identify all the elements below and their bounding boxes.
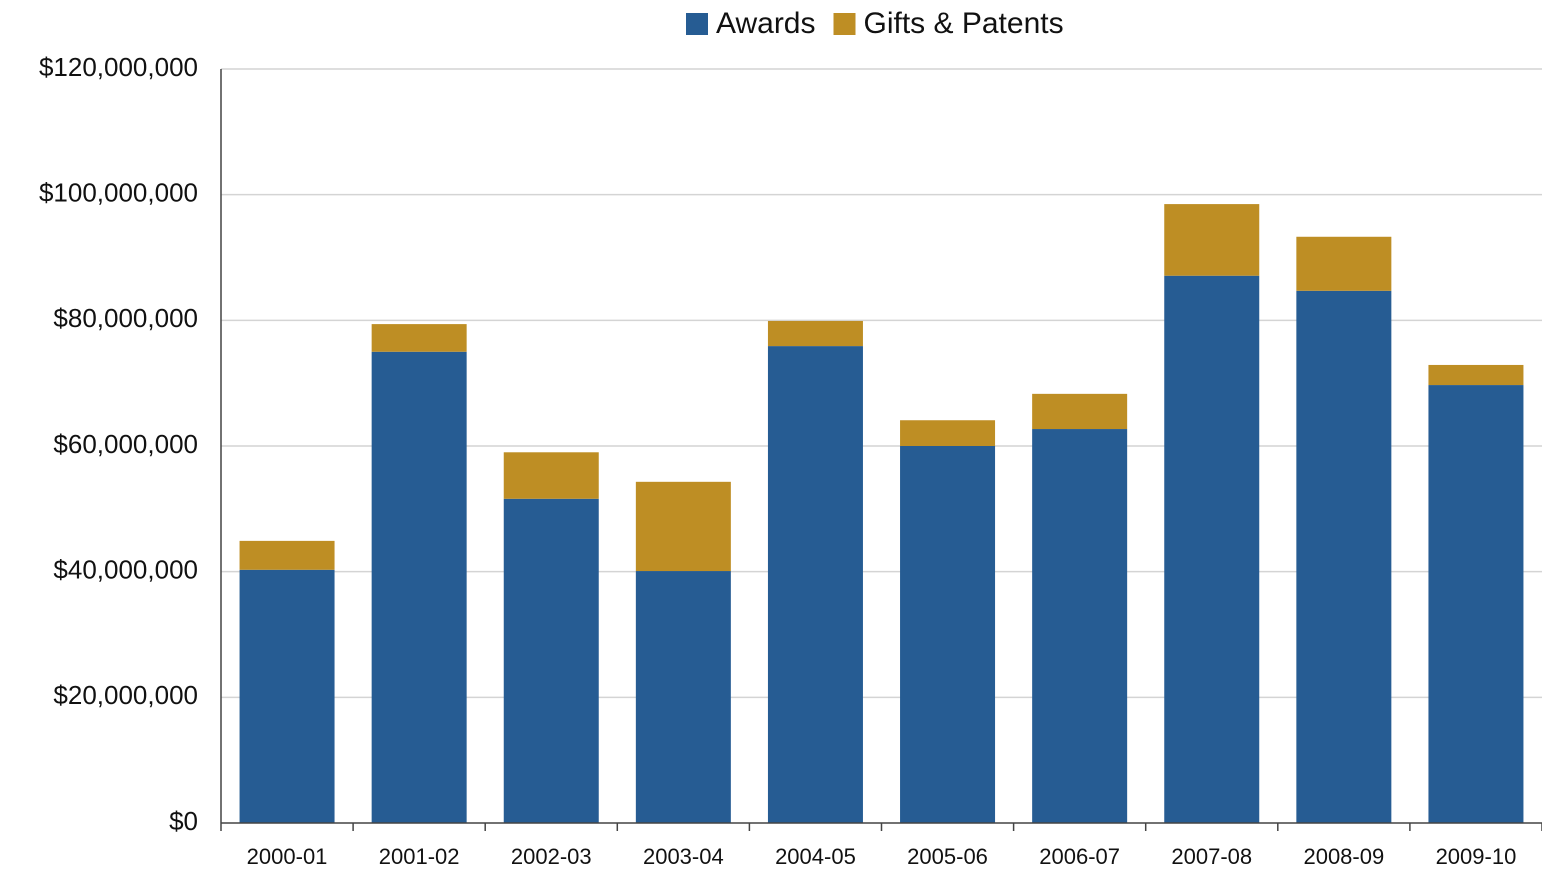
legend-swatch (833, 13, 856, 35)
bar-segment (371, 351, 467, 823)
bar-segment (1296, 290, 1392, 824)
x-tick-label: 2004-05 (775, 844, 856, 869)
bar-segment (900, 446, 996, 823)
bar-segment (503, 498, 599, 823)
bar-segment (767, 320, 863, 347)
bar-segment (371, 324, 467, 352)
legend-swatch (686, 13, 708, 35)
legend-label: Gifts & Patents (864, 7, 1064, 40)
bar-segment (635, 481, 731, 572)
bar-segment (1296, 236, 1392, 291)
x-tick-label: 2009-10 (1436, 844, 1517, 869)
bar-segment (239, 540, 335, 570)
x-tick-label: 2007-08 (1171, 844, 1252, 869)
x-tick-label: 2001-02 (379, 844, 460, 869)
x-tick-label: 2000-01 (247, 844, 328, 869)
y-tick-label: $60,000,000 (53, 429, 198, 459)
bar-segment (900, 420, 996, 446)
bar-segment (1428, 385, 1524, 823)
y-tick-label: $120,000,000 (39, 52, 198, 82)
y-tick-label: $80,000,000 (53, 303, 198, 333)
x-tick-label: 2005-06 (907, 844, 988, 869)
x-tick-label: 2002-03 (511, 844, 592, 869)
y-tick-label: $100,000,000 (39, 178, 198, 208)
y-tick-label: $0 (169, 806, 198, 836)
bar-segment (1032, 393, 1128, 430)
bar-segment (767, 346, 863, 823)
bar-segment (239, 569, 335, 823)
legend-label: Awards (716, 7, 816, 40)
x-tick-label: 2008-09 (1303, 844, 1384, 869)
bar-segment (1032, 429, 1128, 823)
bar-segment (503, 452, 599, 499)
y-tick-label: $20,000,000 (53, 680, 198, 710)
bar-segment (635, 571, 731, 823)
y-tick-label: $40,000,000 (53, 555, 198, 585)
bar-segment (1428, 364, 1524, 386)
bar-segment (1164, 204, 1260, 276)
x-tick-label: 2006-07 (1039, 844, 1120, 869)
x-tick-label: 2003-04 (643, 844, 724, 869)
bar-segment (1164, 275, 1260, 823)
